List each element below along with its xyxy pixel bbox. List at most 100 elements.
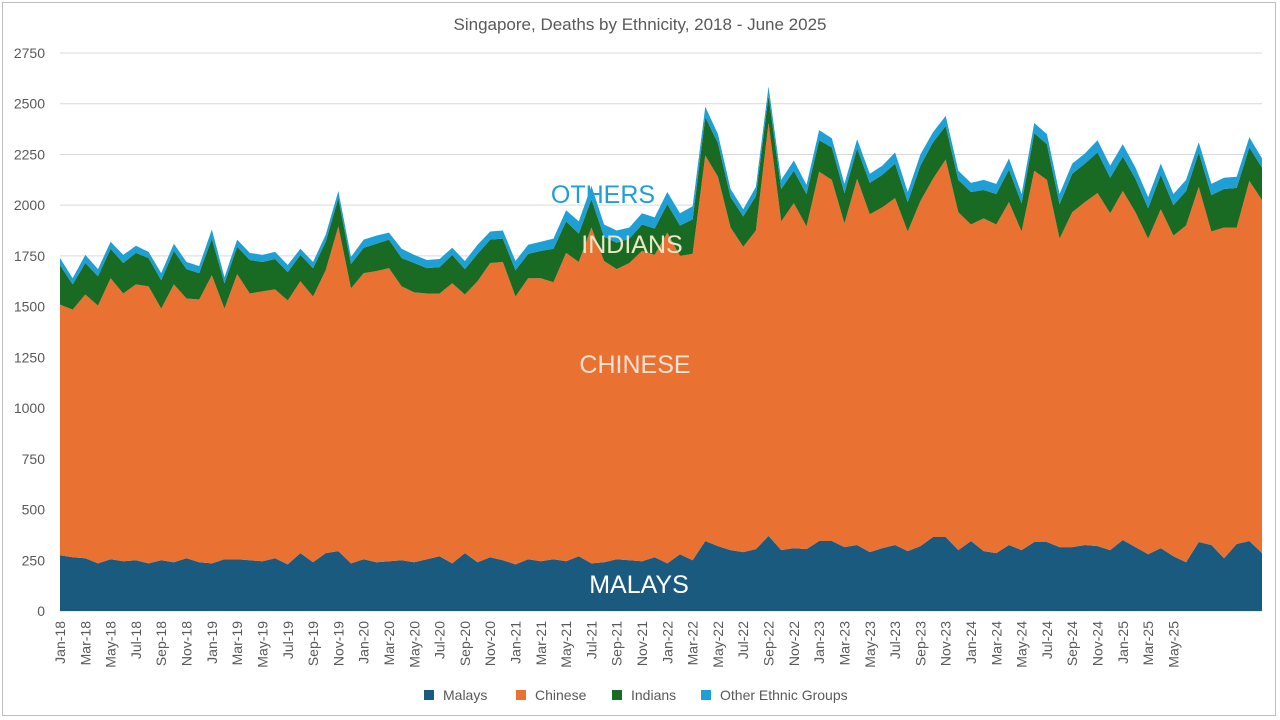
- x-tick-label: May-21: [558, 621, 574, 668]
- x-tick-label: Sep-19: [305, 621, 321, 666]
- x-tick-text: Jul-22: [735, 621, 751, 659]
- x-tick-label: May-19: [254, 621, 270, 668]
- x-tick-label: Mar-24: [988, 621, 1004, 666]
- x-tick-label: Sep-21: [609, 621, 625, 666]
- x-tick-text: Mar-20: [381, 621, 397, 666]
- x-tick-label: May-23: [862, 621, 878, 668]
- x-tick-text: Jan-20: [356, 621, 372, 664]
- y-tick-label: 1500: [14, 299, 45, 315]
- x-tick-text: Sep-24: [1064, 621, 1080, 666]
- x-tick-text: Nov-23: [938, 621, 954, 666]
- x-tick-label: Jul-21: [583, 621, 599, 659]
- x-tick-label: Jan-23: [811, 621, 827, 664]
- x-tick-text: Jul-24: [1039, 621, 1055, 659]
- x-tick-text: May-23: [862, 621, 878, 668]
- x-tick-text: Mar-19: [229, 621, 245, 666]
- x-tick-label: Nov-22: [786, 621, 802, 666]
- y-tick-label: 1250: [14, 349, 45, 365]
- x-tick-text: Jul-20: [432, 621, 448, 659]
- x-tick-label: Jul-22: [735, 621, 751, 659]
- others-annotation: OTHERS: [551, 181, 655, 209]
- x-tick-text: May-20: [406, 621, 422, 668]
- x-tick-label: Jul-20: [432, 621, 448, 659]
- x-tick-label: Mar-18: [77, 621, 93, 666]
- x-tick-text: Jan-24: [963, 621, 979, 664]
- x-tick-text: Mar-25: [1140, 621, 1156, 666]
- x-tick-label: Sep-20: [457, 621, 473, 666]
- x-tick-label: Mar-23: [836, 621, 852, 666]
- legend-label: Other Ethnic Groups: [720, 687, 848, 703]
- x-tick-text: Mar-22: [685, 621, 701, 666]
- x-tick-label: Nov-21: [634, 621, 650, 666]
- y-tick-label: 500: [22, 502, 46, 518]
- malays-annotation: MALAYS: [589, 571, 689, 599]
- x-tick-text: Nov-24: [1090, 621, 1106, 666]
- area-chinese: [60, 123, 1262, 565]
- x-tick-label: Jul-23: [887, 621, 903, 659]
- x-tick-label: Nov-20: [482, 621, 498, 666]
- x-tick-label: May-24: [1014, 621, 1030, 668]
- x-tick-text: May-24: [1014, 621, 1030, 668]
- x-tick-label: Jan-21: [507, 621, 523, 664]
- y-axis-ticks: 0 250 500 750 1000 1250 1500 1750 2000 2250 2500 27…: [14, 45, 45, 619]
- x-tick-label: Nov-23: [938, 621, 954, 666]
- x-tick-label: Nov-24: [1090, 621, 1106, 666]
- x-tick-text: Sep-21: [609, 621, 625, 666]
- x-tick-label: Sep-22: [761, 621, 777, 666]
- indians-annotation: INDIANS: [581, 231, 682, 259]
- x-tick-text: Sep-19: [305, 621, 321, 666]
- y-tick-label: 2500: [14, 96, 45, 112]
- x-tick-text: Jan-18: [52, 621, 68, 664]
- stacked-areas: [60, 86, 1262, 611]
- x-tick-text: May-19: [254, 621, 270, 668]
- x-tick-label: May-18: [103, 621, 119, 668]
- legend-swatch: [701, 690, 711, 700]
- x-tick-label: Mar-21: [533, 621, 549, 666]
- x-tick-text: May-22: [710, 621, 726, 668]
- legend-label: Indians: [631, 687, 676, 703]
- x-tick-text: Sep-23: [912, 621, 928, 666]
- x-tick-text: Mar-18: [77, 621, 93, 666]
- x-tick-label: May-22: [710, 621, 726, 668]
- x-tick-text: Jan-22: [659, 621, 675, 664]
- x-tick-text: Mar-24: [988, 621, 1004, 666]
- x-tick-text: Nov-20: [482, 621, 498, 666]
- x-tick-label: Jan-18: [52, 621, 68, 664]
- x-tick-text: May-25: [1165, 621, 1181, 668]
- x-tick-text: Mar-21: [533, 621, 549, 666]
- x-tick-text: Nov-19: [330, 621, 346, 666]
- x-tick-text: Mar-23: [836, 621, 852, 666]
- x-tick-label: Sep-24: [1064, 621, 1080, 666]
- x-tick-label: May-25: [1165, 621, 1181, 668]
- x-tick-label: Nov-19: [330, 621, 346, 666]
- legend-label: Chinese: [535, 687, 587, 703]
- x-tick-text: Sep-18: [153, 621, 169, 666]
- chinese-annotation: CHINESE: [579, 351, 690, 379]
- x-tick-text: Sep-20: [457, 621, 473, 666]
- area-malays: [60, 535, 1262, 611]
- x-tick-text: Jul-21: [583, 621, 599, 659]
- x-tick-label: Mar-19: [229, 621, 245, 666]
- x-tick-label: Mar-20: [381, 621, 397, 666]
- y-tick-label: 1750: [14, 248, 45, 264]
- x-tick-label: Jan-20: [356, 621, 372, 664]
- x-tick-label: Jan-24: [963, 621, 979, 664]
- x-tick-label: Mar-25: [1140, 621, 1156, 666]
- y-tick-label: 2000: [14, 197, 45, 213]
- y-tick-label: 2250: [14, 146, 45, 162]
- chart-title: Singapore, Deaths by Ethnicity, 2018 - J…: [454, 15, 827, 34]
- x-tick-label: Jul-19: [280, 621, 296, 659]
- x-tick-text: Nov-21: [634, 621, 650, 666]
- x-tick-label: May-20: [406, 621, 422, 668]
- x-tick-text: Nov-22: [786, 621, 802, 666]
- x-tick-text: Jul-23: [887, 621, 903, 659]
- x-tick-text: Nov-18: [179, 621, 195, 666]
- legend-swatch: [612, 690, 622, 700]
- legend-swatch: [516, 690, 526, 700]
- x-tick-label: Nov-18: [179, 621, 195, 666]
- x-axis-ticks: Jan-18 Mar-18 May-18 Jul-18 Sep-18 Nov-18 Jan-…: [52, 621, 1181, 668]
- x-tick-text: Sep-22: [761, 621, 777, 666]
- y-tick-label: 250: [22, 552, 46, 568]
